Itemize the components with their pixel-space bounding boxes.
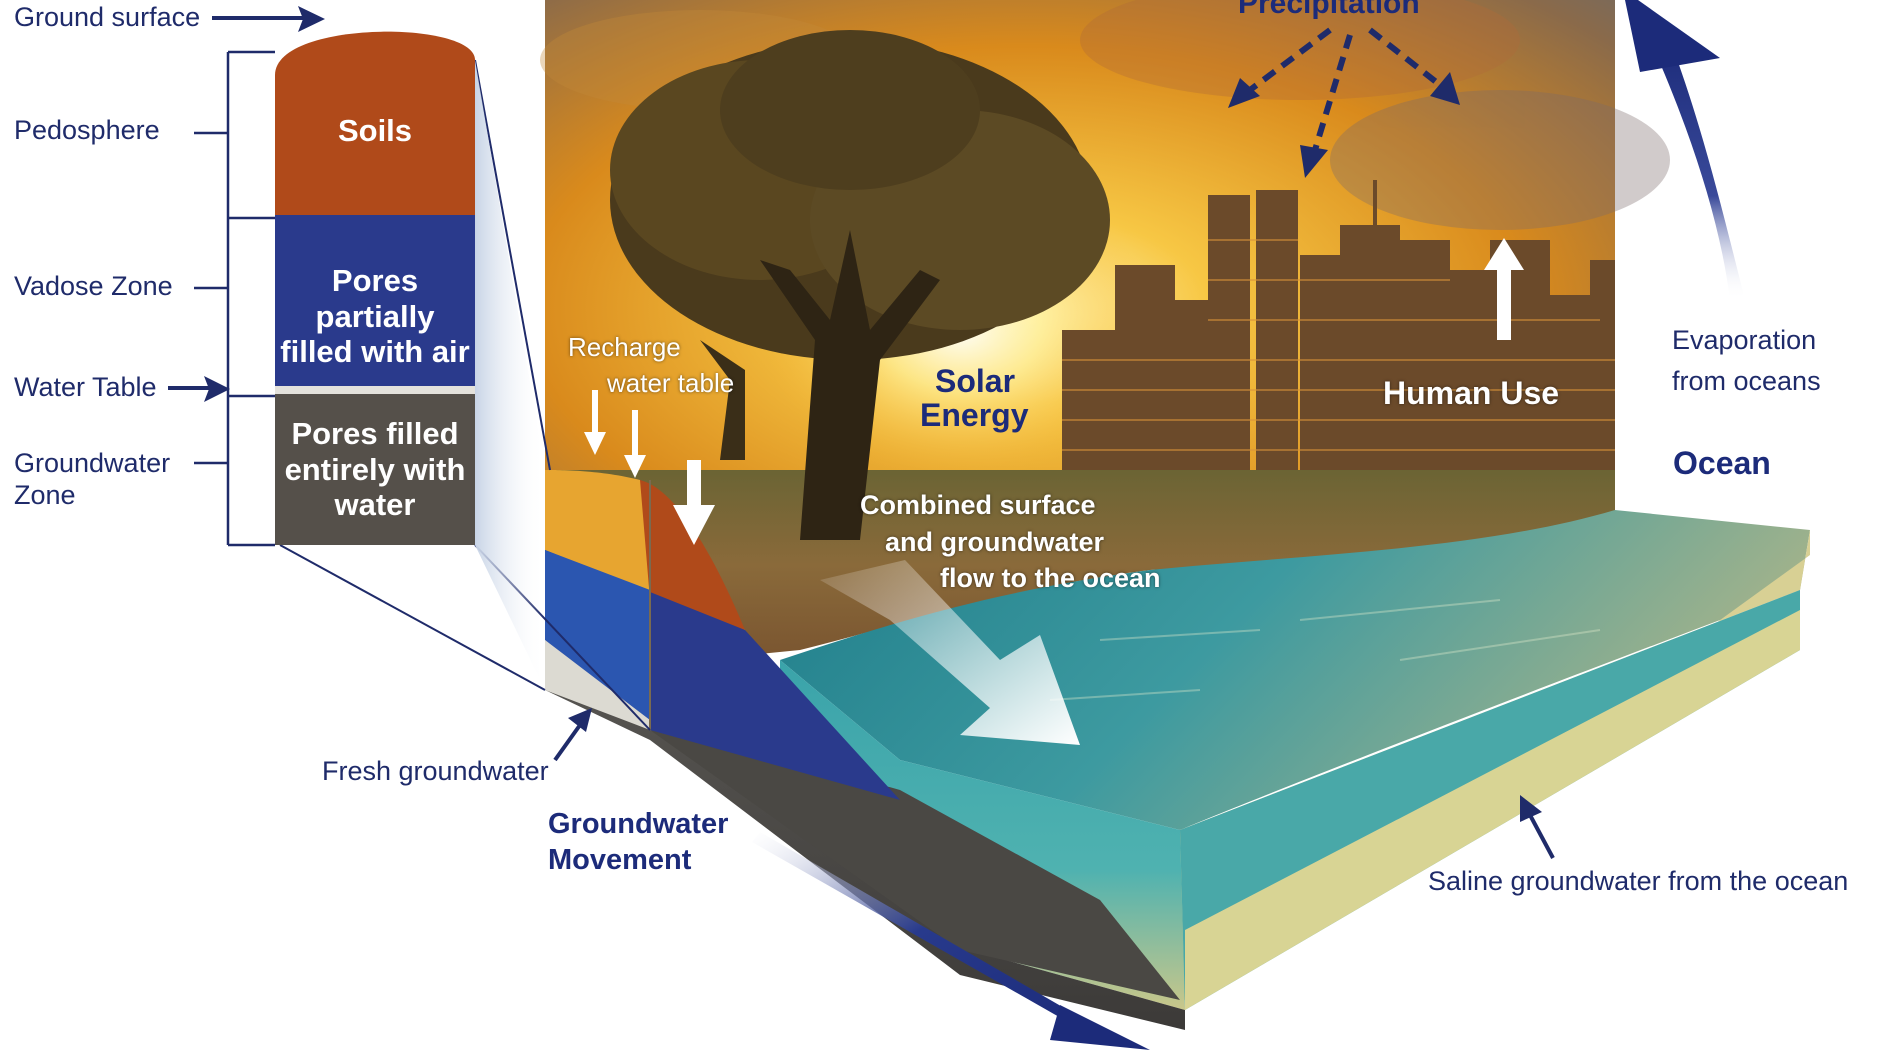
solar-energy-label-line1: Solar (935, 363, 1016, 399)
pores-water-line1: Pores filled (291, 416, 459, 451)
pores-water-line3: water (334, 487, 416, 523)
soil-column (275, 31, 475, 545)
water-table-line (275, 386, 475, 394)
recharge-label-line1: Recharge (568, 332, 681, 362)
cross-section-wedge (545, 470, 900, 800)
pedosphere-label: Pedosphere (14, 115, 160, 145)
precipitation-arrows-icon (1228, 27, 1460, 178)
recharge-label-line2: water table (607, 368, 735, 398)
combined-flow-label-line1: Combined surface (860, 490, 1096, 520)
precipitation-label: Precipitation (1238, 0, 1420, 20)
subsurface-dark-layer (650, 720, 1180, 1000)
groundwater-layer (275, 390, 475, 545)
combined-flow-label-line2: and groundwater (885, 527, 1105, 557)
human-use-label: Human Use (1383, 375, 1560, 411)
pores-air-text: Pores partially filled with air (275, 263, 475, 370)
evaporation-label-line1: Evaporation (1672, 325, 1817, 355)
ocean-shimmer (1049, 599, 1601, 701)
saline-groundwater-arrow (1520, 795, 1555, 859)
evaporation-label-line2: from oceans (1672, 366, 1821, 396)
projection-wedge (475, 60, 545, 690)
tree-icon (610, 30, 1110, 540)
groundwater-zone-label-line2: Zone (14, 479, 76, 510)
solar-energy-label-line2: Energy (920, 397, 1029, 433)
water-table-label: Water Table (14, 372, 157, 402)
groundwater-movement-label-line1: Groundwater (548, 808, 729, 840)
soils-layer (275, 31, 475, 215)
evaporation-arrow-icon (1625, 0, 1745, 300)
city-windows (1062, 239, 1615, 451)
ground-surface-arrow (212, 6, 325, 32)
fresh-groundwater-label: Fresh groundwater (322, 756, 549, 786)
combined-flow-label-line3: flow to the ocean (940, 563, 1161, 593)
ocean-surface (780, 510, 1810, 830)
water-table-arrow (168, 376, 230, 402)
pores-water-text: Pores filled entirely with water (275, 416, 475, 523)
groundwater-movement-arrow (752, 832, 1150, 1050)
city-skyline-icon (1062, 180, 1615, 470)
ocean-label: Ocean (1673, 445, 1771, 481)
flow-arrow-icon (820, 560, 1080, 745)
clouds (540, 0, 1670, 230)
vadose-zone-label: Vadose Zone (14, 271, 173, 301)
pores-air-line2: filled with air (280, 334, 470, 370)
groundwater-zone-label: Groundwater Zone (14, 448, 170, 512)
fresh-groundwater-arrow (553, 708, 592, 762)
zone-brackets (194, 50, 275, 547)
pores-air-line1: Pores partially (315, 263, 435, 334)
pores-water-line2: entirely with (284, 451, 466, 487)
saline-layer (1185, 610, 1800, 1010)
saline-groundwater-label: Saline groundwater from the ocean (1428, 866, 1849, 896)
vadose-layer (275, 215, 475, 390)
ground-surface-label: Ground surface (14, 2, 201, 32)
human-use-arrow (1484, 238, 1524, 340)
soils-text: Soils (337, 113, 413, 148)
groundwater-movement-label-line2: Movement (548, 844, 692, 876)
groundwater-zone-label-line1: Groundwater (14, 448, 171, 478)
recharge-arrows (584, 390, 715, 545)
